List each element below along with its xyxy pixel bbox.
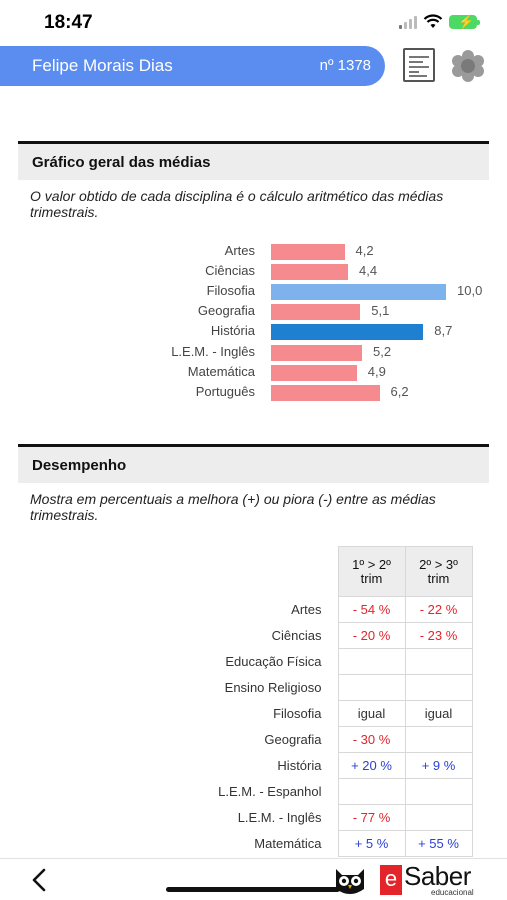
table-header-spacer [18, 547, 338, 597]
bar-label: Matemática [187, 363, 255, 379]
performance-section-description: Mostra em percentuais a melhora (+) ou p… [30, 491, 436, 523]
change-trim-1-2: - 30 % [337, 726, 406, 753]
wifi-icon [423, 14, 443, 28]
logo-mark: e [380, 865, 402, 895]
bar [271, 324, 424, 341]
logo-subtitle: educacional [431, 888, 474, 897]
subject-name: L.E.M. - Espanhol [218, 784, 322, 799]
change-trim-1-2: - 77 % [337, 804, 406, 831]
bar-value-label: 10,0 [457, 283, 483, 299]
bar-value-label: 4,2 [355, 243, 374, 258]
change-trim-2-3: + 9 % [404, 752, 473, 779]
performance-table: 1º > 2º trim 2º > 3º trim Artes - 54 % - 22 … [18, 546, 473, 857]
table-header-row: 1º > 2º trim 2º > 3º trim [18, 546, 473, 597]
bar [271, 344, 362, 361]
averages-bar-chart: Artes 4,2 Ciências 4,4 Filosofia 10,0 Geografi… [0, 242, 507, 412]
averages-section-header: Gráfico geral das médias [18, 144, 489, 180]
change-trim-1-2: - 54 % [337, 596, 406, 623]
bar-value-label: 6,2 [390, 383, 409, 399]
bar-label: Português [195, 383, 255, 399]
student-header: Felipe Morais Dias nº 1378 [0, 46, 385, 86]
bar-label: Filosofia [206, 283, 255, 299]
home-indicator[interactable] [166, 887, 340, 892]
bar-label: Artes [224, 243, 255, 258]
bar [271, 244, 345, 260]
change-trim-2-3 [404, 648, 473, 675]
bar [271, 384, 380, 401]
change-trim-1-2 [337, 648, 406, 675]
section-divider [18, 141, 489, 144]
performance-section-title: Desempenho [32, 457, 127, 474]
table-row: Filosofia igual igual [18, 700, 473, 727]
table-row: Ciências - 20 % - 23 % [18, 622, 473, 649]
bar [271, 264, 348, 281]
student-name: Felipe Morais Dias [32, 56, 173, 75]
change-trim-1-2: igual [337, 700, 406, 727]
subject-name: Artes [291, 602, 322, 617]
change-trim-2-3 [404, 804, 473, 831]
change-trim-1-2: + 5 % [337, 830, 406, 857]
subject-name: História [277, 758, 322, 773]
subject-name: Ensino Religioso [224, 680, 322, 695]
document-icon[interactable] [403, 48, 435, 82]
bar-value-label: 5,1 [371, 303, 390, 319]
chevron-left-icon[interactable] [28, 867, 52, 893]
averages-section-title: Gráfico geral das médias [32, 154, 211, 171]
change-trim-1-2 [337, 778, 406, 805]
performance-section-header: Desempenho [18, 447, 489, 483]
change-trim-1-2 [337, 674, 406, 701]
bar-label: L.E.M. - Inglês [171, 343, 255, 359]
change-trim-2-3: - 23 % [404, 622, 473, 649]
bar [271, 364, 357, 381]
bottom-bar: e Saber educacional [0, 858, 507, 900]
student-number: nº 1378 [319, 57, 371, 74]
status-icons: ⚡ [399, 14, 480, 29]
bar [271, 284, 446, 301]
table-row: Educação Física [18, 648, 473, 675]
table-row: Geografia - 30 % [18, 726, 473, 753]
change-trim-2-3: + 55 % [404, 830, 473, 857]
subject-name: Ciências [271, 628, 322, 643]
bar-value-label: 4,4 [359, 263, 378, 279]
change-trim-2-3 [404, 778, 473, 805]
column-header-trim-2-3: 2º > 3º trim [404, 546, 473, 597]
change-trim-2-3 [404, 726, 473, 753]
bar-value-label: 8,7 [434, 323, 453, 339]
status-time: 18:47 [44, 12, 93, 33]
logo-name: Saber [404, 861, 471, 891]
table-row: História + 20 % + 9 % [18, 752, 473, 779]
subject-name: L.E.M. - Inglês [237, 810, 322, 825]
table-row: L.E.M. - Inglês - 77 % [18, 804, 473, 831]
bar-label: Geografia [197, 303, 255, 319]
column-header-trim-1-2: 1º > 2º trim [337, 546, 406, 597]
averages-section-description: O valor obtido de cada disciplina é o cá… [30, 188, 444, 220]
bar-value-label: 5,2 [373, 343, 392, 359]
gear-icon[interactable] [451, 50, 485, 82]
table-row: L.E.M. - Espanhol [18, 778, 473, 805]
cellular-signal-icon [399, 15, 417, 29]
bar [271, 304, 361, 321]
subject-name: Geografia [264, 732, 322, 747]
subject-name: Filosofia [273, 706, 322, 721]
section-divider [18, 444, 489, 447]
change-trim-1-2: - 20 % [337, 622, 406, 649]
change-trim-2-3: - 22 % [404, 596, 473, 623]
change-trim-1-2: + 20 % [337, 752, 406, 779]
status-bar: 18:47 ⚡ [0, 0, 507, 44]
owl-icon [336, 869, 364, 894]
table-row: Artes - 54 % - 22 % [18, 596, 473, 623]
change-trim-2-3: igual [404, 700, 473, 727]
bar-value-label: 4,9 [367, 363, 386, 379]
subject-name: Matemática [254, 836, 322, 851]
table-row: Ensino Religioso [18, 674, 473, 701]
change-trim-2-3 [404, 674, 473, 701]
battery-icon: ⚡ [449, 14, 480, 29]
subject-name: Educação Física [225, 654, 322, 669]
bar-label: Ciências [205, 263, 255, 279]
bar-label: História [210, 323, 255, 339]
table-row: Matemática + 5 % + 55 % [18, 830, 473, 857]
